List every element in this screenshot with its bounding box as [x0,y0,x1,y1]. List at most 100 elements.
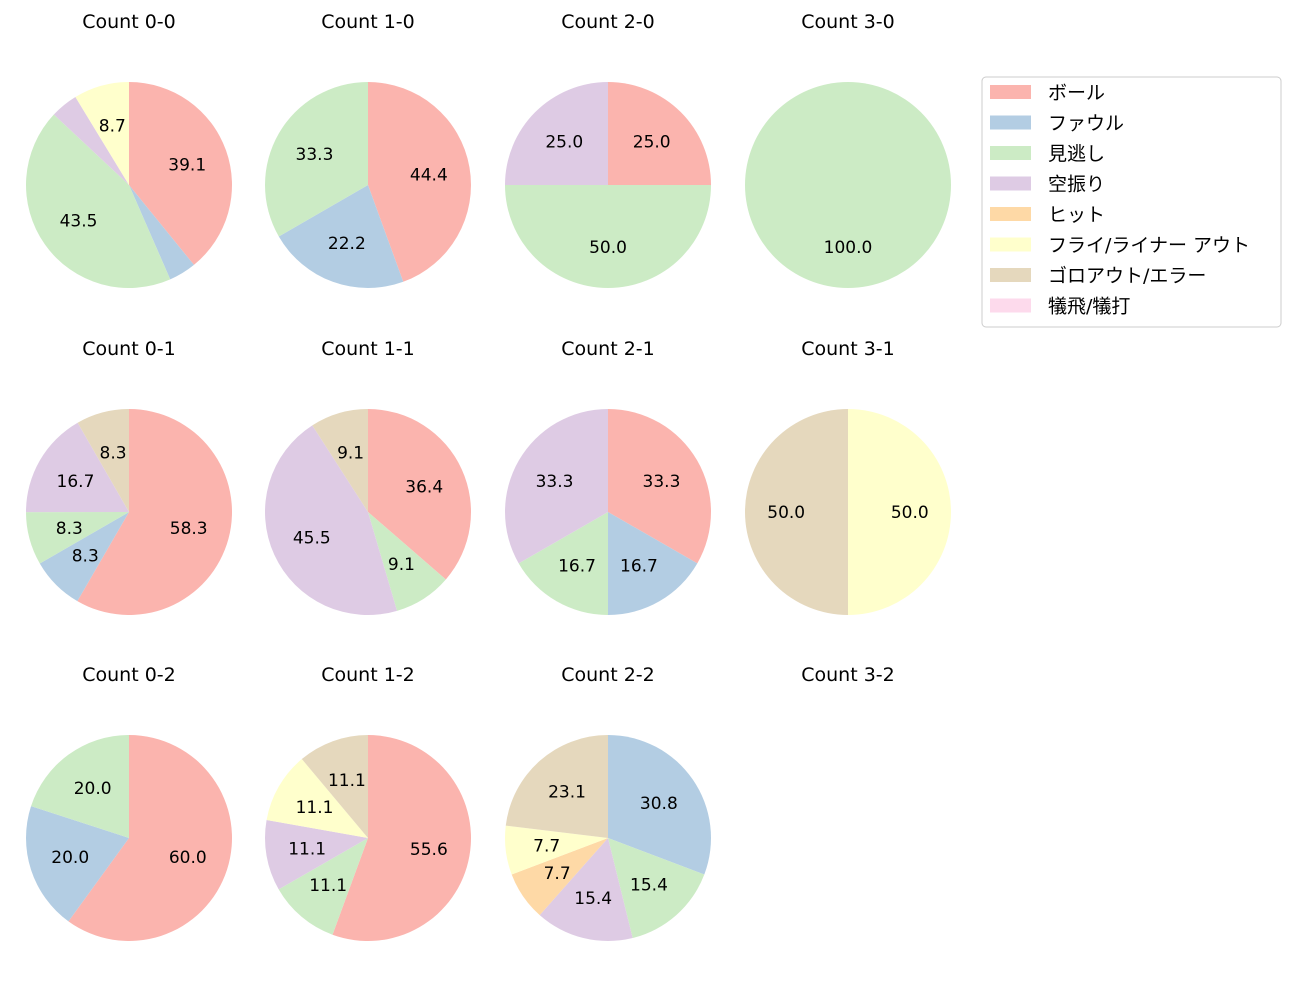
pie-value-label: 33.3 [536,472,574,492]
pie-value-label: 58.3 [170,519,208,539]
pie-count-0-1: Count 0-158.38.38.316.78.3 [26,338,233,616]
pie-value-label: 44.4 [410,165,448,185]
pie-slice [368,409,471,580]
pie-title: Count 3-0 [801,11,895,33]
pie-value-label: 25.0 [633,132,671,152]
pie-title: Count 1-2 [321,664,415,686]
pie-value-label: 60.0 [169,848,207,868]
pie-value-label: 23.1 [548,783,586,803]
pie-slice [265,425,398,615]
legend-label: 見逃し [1048,143,1105,165]
pie-count-2-2: Count 2-230.815.415.47.77.723.1 [504,664,712,942]
pie-value-label: 8.3 [56,519,83,539]
pie-value-label: 45.5 [293,529,331,549]
legend-swatch [990,146,1031,160]
pie-slice [77,409,129,512]
legend-label: ゴロアウト/エラー [1048,265,1206,287]
pie-slice [265,82,368,237]
legend-swatch [990,298,1031,313]
pie-value-label: 8.3 [72,547,99,567]
pie-slice [26,422,129,513]
legend-swatch [990,176,1031,191]
legend-label: ヒット [1048,204,1105,226]
pie-title: Count 3-1 [801,338,895,360]
pie-slice [539,838,633,942]
pie-slice [75,82,129,185]
pie-slice [25,114,171,289]
pie-slice [129,185,194,280]
legend-swatch [990,268,1031,282]
pie-count-1-0: Count 1-0 44.4 22.2 33.3 [265,11,472,288]
pie-value-label: 16.7 [57,472,95,492]
pie-value-label: 15.4 [630,875,668,895]
pie-value-label: 7.7 [533,836,560,856]
pie-value-label: 11.1 [328,771,366,791]
pie-value-label: 100.0 [824,238,873,258]
pie-value-label: 9.1 [337,444,364,464]
legend-swatch [990,115,1031,130]
pie-value-label: 36.4 [405,477,443,497]
pie-value-label: 55.6 [410,840,448,860]
pie-value-label: 9.1 [388,555,415,575]
pie-slice [505,185,711,288]
pie-slice [505,735,608,838]
pie-slice [68,735,232,941]
pie-title: Count 1-1 [321,338,415,360]
pie-slice [848,409,951,615]
pie-value-label: 20.0 [74,779,112,799]
pie-value-label: 50.0 [767,503,805,523]
pie-value-label: 16.7 [558,556,596,576]
pie-slice [504,825,608,875]
pie-slice [301,735,368,838]
pie-slice [278,185,404,288]
pie-value-label: 33.3 [296,145,334,165]
pie-title: Count 2-1 [561,338,655,360]
pie-slice [77,409,233,616]
pie-value-label: 43.5 [60,212,98,232]
pie-slice [608,82,711,185]
pie-slice [278,838,368,935]
pie-count-3-2: Count 3-2 [801,664,895,686]
pie-value-label: 50.0 [891,503,929,523]
pie-count-3-0: Count 3-0 100.0 [745,11,951,288]
pie-title: Count 0-2 [82,664,176,686]
pie-value-label: 20.0 [51,848,89,868]
pie-slice [608,409,711,564]
pie-count-0-2: Count 0-2 60.0 20.0 20.0 [26,664,232,941]
pie-value-label: 11.1 [288,840,326,860]
pie-slice [505,82,608,185]
pie-slice [312,409,368,512]
pie-slice [53,97,129,185]
pie-slice [31,735,129,838]
pie-title: Count 2-0 [561,11,655,33]
pie-slice [332,735,471,941]
pie-value-label: 22.2 [328,234,366,254]
pie-value-label: 11.1 [296,798,334,818]
pie-slice [266,759,368,838]
pie-slice [511,838,608,916]
legend-label: 空振り [1048,174,1105,196]
legend-swatch [990,207,1031,221]
pie-slice [368,512,446,611]
legend-label: ファウル [1048,113,1124,135]
pie-slice [265,819,368,890]
pie-value-label: 15.4 [574,889,612,909]
pie-slice [518,512,608,615]
pie-value-label: 25.0 [545,132,583,152]
pie-slice [26,512,129,564]
pie-value-label: 33.3 [643,472,681,492]
pie-slice [505,409,608,564]
pie-value-label: 7.7 [544,864,571,884]
pie-title: Count 3-2 [801,664,895,686]
legend-swatch [990,237,1031,252]
pie-slice [608,512,698,615]
pie-slice [608,735,712,875]
legend-label: フライ/ライナー アウト [1048,235,1250,257]
pie-title: Count 0-0 [82,11,176,33]
legend-label: 犠飛/犠打 [1048,296,1130,318]
pie-slice [26,806,130,922]
pie-count-3-1: Count 3-1 50.0 50.0 [745,338,951,615]
